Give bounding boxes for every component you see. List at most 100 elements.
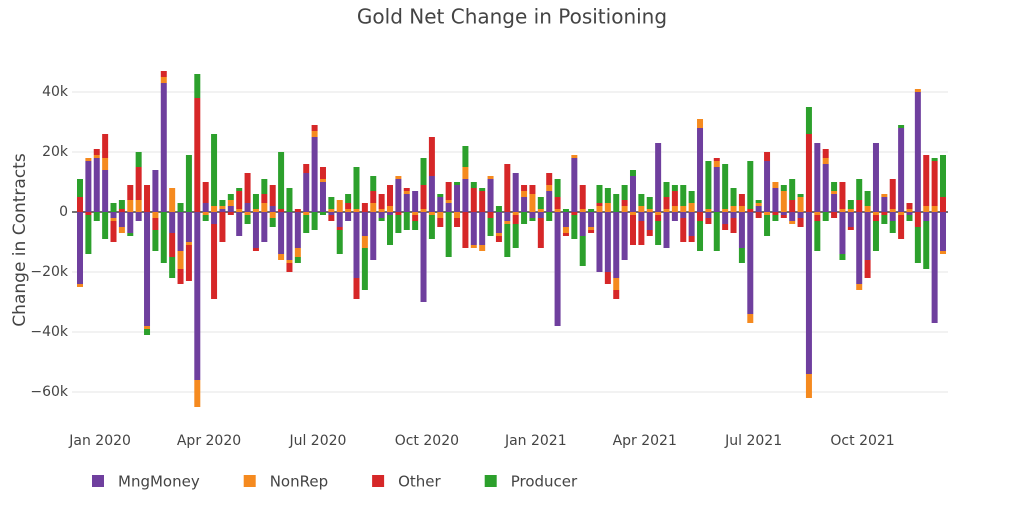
bar-segment — [135, 200, 142, 212]
bar-segment — [244, 203, 251, 212]
bar-segment — [269, 185, 276, 206]
legend: MngMoney NonRep Other Producer — [92, 473, 578, 491]
bar-segment — [898, 212, 905, 215]
bar-segment — [831, 212, 838, 218]
bar-segment — [655, 212, 662, 215]
bar-segment — [470, 245, 477, 248]
bar-segment — [420, 158, 427, 185]
bar-segment — [227, 206, 234, 212]
bar-segment — [579, 212, 586, 236]
bar-segment — [135, 152, 142, 167]
bar-segment — [588, 230, 595, 233]
bar-segment — [521, 185, 528, 191]
bar-segment — [839, 182, 846, 209]
bar-segment — [353, 278, 360, 299]
bar-segment — [244, 212, 251, 215]
bar-segment — [596, 185, 603, 203]
bar-segment — [822, 158, 829, 164]
bar-segment — [521, 212, 528, 224]
bar-segment — [345, 203, 352, 209]
bar-segment — [445, 212, 452, 257]
bar-segment — [713, 167, 720, 212]
bar-segment — [479, 245, 486, 251]
bar-segment — [546, 185, 553, 191]
bar-segment — [797, 212, 804, 218]
bar-segment — [738, 212, 745, 248]
bar-segment — [705, 218, 712, 224]
bar-segment — [160, 212, 167, 263]
bar-segment — [613, 194, 620, 212]
bar-segment — [395, 212, 402, 215]
x-tick-label: Jan 2021 — [504, 433, 567, 449]
bar-segment — [797, 197, 804, 212]
bar-segment — [353, 209, 360, 212]
bar-segment — [856, 179, 863, 200]
bar-segment — [864, 206, 871, 212]
bar-segment — [261, 194, 268, 203]
bar-segment — [77, 212, 83, 284]
bar-segment — [144, 326, 151, 329]
bar-segment — [923, 221, 930, 269]
bar-segment — [671, 212, 678, 221]
bar-segment — [713, 212, 720, 251]
bar-segment — [847, 227, 854, 230]
bar-segment — [420, 212, 427, 302]
bar-segment — [898, 215, 905, 239]
bar-segment — [914, 227, 921, 263]
bar-segment — [361, 236, 368, 248]
bar-segment — [378, 194, 385, 209]
bar-segment — [730, 212, 737, 218]
bar-segment — [118, 212, 125, 227]
bar-segment — [437, 218, 444, 227]
bar-segment — [110, 203, 117, 212]
bar-segment — [931, 161, 938, 206]
legend-swatch — [372, 475, 385, 487]
x-tick-label: Jul 2021 — [724, 433, 782, 449]
bar-segment — [579, 185, 586, 209]
bar-segment — [755, 206, 762, 212]
x-tick-label: Oct 2021 — [830, 433, 894, 449]
bar-segment — [345, 209, 352, 212]
x-tick-label: Jan 2020 — [68, 433, 131, 449]
bar-segment — [252, 248, 259, 251]
bar-segment — [303, 164, 310, 173]
bar-segment — [529, 218, 536, 221]
bar-segment — [328, 212, 335, 215]
bar-segment — [185, 245, 192, 281]
bar-segment — [638, 194, 645, 206]
bar-segment — [102, 134, 109, 158]
bar-segment — [604, 272, 611, 284]
bar-segment — [805, 212, 812, 374]
tick-labels: −60k −40k −20k 0 20k 40k Jan 2020 Apr 2020 Jul 2… — [30, 84, 894, 449]
bar-segment — [537, 212, 544, 218]
bar-segment — [110, 221, 117, 242]
bar-segment — [144, 212, 151, 326]
bar-segment — [881, 212, 888, 215]
bar-segment — [236, 209, 243, 212]
bar-segment — [311, 131, 318, 137]
bar-segment — [454, 212, 461, 218]
bar-segment — [227, 194, 234, 200]
bar-segment — [93, 149, 100, 155]
bar-segment — [403, 212, 410, 230]
bar-segment — [387, 185, 394, 206]
bar-segment — [872, 143, 879, 212]
bar-segment — [470, 212, 477, 245]
bar-segment — [127, 185, 134, 200]
bar-segment — [345, 212, 352, 221]
bar-segment — [504, 212, 511, 221]
bar-segment — [571, 155, 578, 158]
bar-segment — [85, 212, 92, 215]
bar-segment — [906, 215, 913, 221]
bar-segment — [705, 209, 712, 212]
bar-segment — [353, 167, 360, 209]
bar-segment — [872, 212, 879, 215]
bar-segment — [579, 209, 586, 212]
bar-segment — [688, 212, 695, 236]
bar-segment — [562, 227, 569, 233]
bar-segment — [780, 212, 787, 215]
bar-segment — [789, 200, 796, 212]
bar-segment — [747, 161, 754, 209]
bar-segment — [202, 212, 209, 215]
bar-segment — [395, 179, 402, 212]
